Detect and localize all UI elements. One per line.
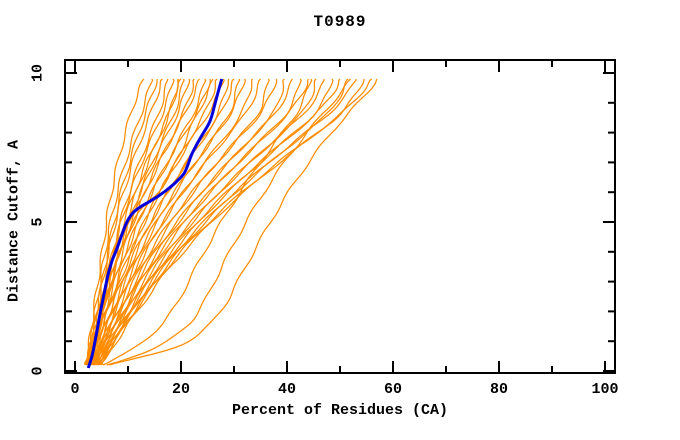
y-tick-label: 10: [29, 63, 47, 83]
model-curve: [92, 78, 278, 366]
model-curve: [100, 78, 365, 366]
x-tick-label: 100: [591, 381, 619, 398]
model-curve: [85, 78, 145, 366]
model-curve: [93, 78, 309, 366]
y-axis-label: Distance Cutoff, A: [5, 139, 23, 303]
x-tick-label: 40: [277, 381, 297, 398]
model-curve: [95, 78, 341, 366]
model-curve: [89, 78, 235, 366]
model-curve: [109, 78, 378, 366]
model-curve: [88, 78, 214, 366]
y-tick-label: 0: [29, 366, 47, 376]
model-curve: [91, 78, 261, 366]
model-curve: [88, 78, 225, 366]
model-curve: [102, 78, 313, 366]
model-curve: [90, 78, 246, 366]
highlight-curve: [86, 78, 224, 369]
y-tick-label: 5: [29, 217, 47, 227]
x-axis-label: Percent of Residues (CA): [231, 402, 449, 419]
model-curve: [97, 78, 317, 366]
x-tick-label: 80: [489, 381, 509, 398]
model-curve: [84, 78, 163, 366]
x-tick-label: 60: [383, 381, 403, 398]
model-curve: [95, 78, 285, 366]
model-curve: [106, 78, 352, 366]
model-curve: [98, 78, 373, 366]
x-tick-label: 0: [70, 381, 80, 398]
x-tick-label: 20: [171, 381, 191, 398]
plot-title: T0989: [313, 13, 367, 31]
